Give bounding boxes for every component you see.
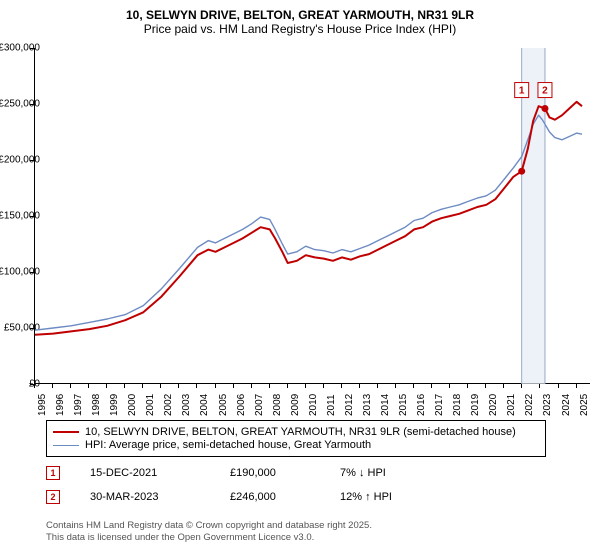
title-line-1: 10, SELWYN DRIVE, BELTON, GREAT YARMOUTH… <box>0 8 600 22</box>
x-tick-mark <box>106 384 107 388</box>
legend-label-hpi: HPI: Average price, semi-detached house,… <box>85 439 371 451</box>
x-tick-label: 2007 <box>254 394 265 416</box>
x-tick-mark <box>305 384 306 388</box>
legend-label-price-paid: 10, SELWYN DRIVE, BELTON, GREAT YARMOUTH… <box>85 426 516 438</box>
x-tick-mark <box>88 384 89 388</box>
svg-text:1: 1 <box>519 86 525 97</box>
x-tick-label: 2024 <box>561 394 572 416</box>
x-tick-mark <box>558 384 559 388</box>
x-tick-mark <box>503 384 504 388</box>
x-tick-label: 2006 <box>236 394 247 416</box>
transaction-delta-2: 12% ↑ HPI <box>340 491 430 503</box>
x-tick-label: 1997 <box>73 394 84 416</box>
x-tick-label: 2017 <box>434 394 445 416</box>
transaction-row-1: 1 15-DEC-2021 £190,000 7% ↓ HPI <box>46 466 430 480</box>
x-tick-mark <box>576 384 577 388</box>
x-tick-label: 2020 <box>488 394 499 416</box>
x-tick-label: 1999 <box>109 394 120 416</box>
x-tick-mark <box>142 384 143 388</box>
x-tick-mark <box>431 384 432 388</box>
x-tick-label: 2008 <box>272 394 283 416</box>
x-tick-mark <box>70 384 71 388</box>
x-tick-mark <box>52 384 53 388</box>
x-tick-mark <box>521 384 522 388</box>
x-tick-mark <box>196 384 197 388</box>
x-tick-mark <box>395 384 396 388</box>
x-tick-mark <box>160 384 161 388</box>
x-tick-label: 2018 <box>452 394 463 416</box>
x-tick-label: 2016 <box>416 394 427 416</box>
x-tick-label: 2004 <box>199 394 210 416</box>
x-tick-mark <box>287 384 288 388</box>
transaction-price-2: £246,000 <box>230 491 310 503</box>
x-tick-mark <box>413 384 414 388</box>
footnote-line-1: Contains HM Land Registry data © Crown c… <box>46 520 372 532</box>
legend: 10, SELWYN DRIVE, BELTON, GREAT YARMOUTH… <box>46 420 546 457</box>
x-tick-mark <box>233 384 234 388</box>
x-tick-label: 2009 <box>290 394 301 416</box>
x-tick-label: 2019 <box>470 394 481 416</box>
x-tick-label: 2023 <box>542 394 553 416</box>
x-tick-label: 2021 <box>506 394 517 416</box>
transaction-delta-1: 7% ↓ HPI <box>340 467 430 479</box>
legend-item-hpi: HPI: Average price, semi-detached house,… <box>53 439 539 451</box>
transaction-marker-2: 2 <box>46 490 60 504</box>
x-tick-mark <box>34 384 35 388</box>
x-tick-mark <box>449 384 450 388</box>
title-line-2: Price paid vs. HM Land Registry's House … <box>0 22 600 36</box>
x-tick-mark <box>359 384 360 388</box>
x-tick-label: 2013 <box>362 394 373 416</box>
x-tick-mark <box>323 384 324 388</box>
transaction-date-2: 30-MAR-2023 <box>90 491 200 503</box>
chart-title-block: 10, SELWYN DRIVE, BELTON, GREAT YARMOUTH… <box>0 0 600 40</box>
x-tick-label: 2014 <box>380 394 391 416</box>
footnote-line-2: This data is licensed under the Open Gov… <box>46 532 372 544</box>
x-tick-label: 1998 <box>91 394 102 416</box>
x-tick-mark <box>341 384 342 388</box>
x-tick-mark <box>251 384 252 388</box>
x-tick-label: 2002 <box>163 394 174 416</box>
x-tick-label: 2003 <box>181 394 192 416</box>
x-tick-label: 2015 <box>398 394 409 416</box>
legend-swatch-hpi <box>53 445 79 446</box>
transaction-date-1: 15-DEC-2021 <box>90 467 200 479</box>
x-tick-label: 1996 <box>55 394 66 416</box>
legend-swatch-price-paid <box>53 431 79 433</box>
x-tick-label: 2001 <box>145 394 156 416</box>
transaction-price-1: £190,000 <box>230 467 310 479</box>
chart-plot-area: 12 <box>34 48 590 384</box>
x-tick-label: 2012 <box>344 394 355 416</box>
x-tick-label: 2000 <box>127 394 138 416</box>
x-tick-mark <box>124 384 125 388</box>
x-tick-label: 2011 <box>326 394 337 416</box>
x-tick-mark <box>269 384 270 388</box>
legend-item-price-paid: 10, SELWYN DRIVE, BELTON, GREAT YARMOUTH… <box>53 426 539 438</box>
footnote: Contains HM Land Registry data © Crown c… <box>46 520 372 545</box>
x-tick-label: 1995 <box>37 394 48 416</box>
x-tick-label: 2022 <box>524 394 535 416</box>
svg-text:2: 2 <box>542 86 548 97</box>
chart-svg: 12 <box>35 48 591 384</box>
x-tick-label: 2010 <box>308 394 319 416</box>
x-tick-mark <box>485 384 486 388</box>
transaction-row-2: 2 30-MAR-2023 £246,000 12% ↑ HPI <box>46 490 430 504</box>
x-tick-label: 2025 <box>579 394 590 416</box>
x-tick-mark <box>178 384 179 388</box>
x-tick-mark <box>467 384 468 388</box>
x-tick-label: 2005 <box>218 394 229 416</box>
transaction-marker-1: 1 <box>46 466 60 480</box>
x-tick-mark <box>539 384 540 388</box>
x-tick-mark <box>215 384 216 388</box>
x-tick-mark <box>377 384 378 388</box>
